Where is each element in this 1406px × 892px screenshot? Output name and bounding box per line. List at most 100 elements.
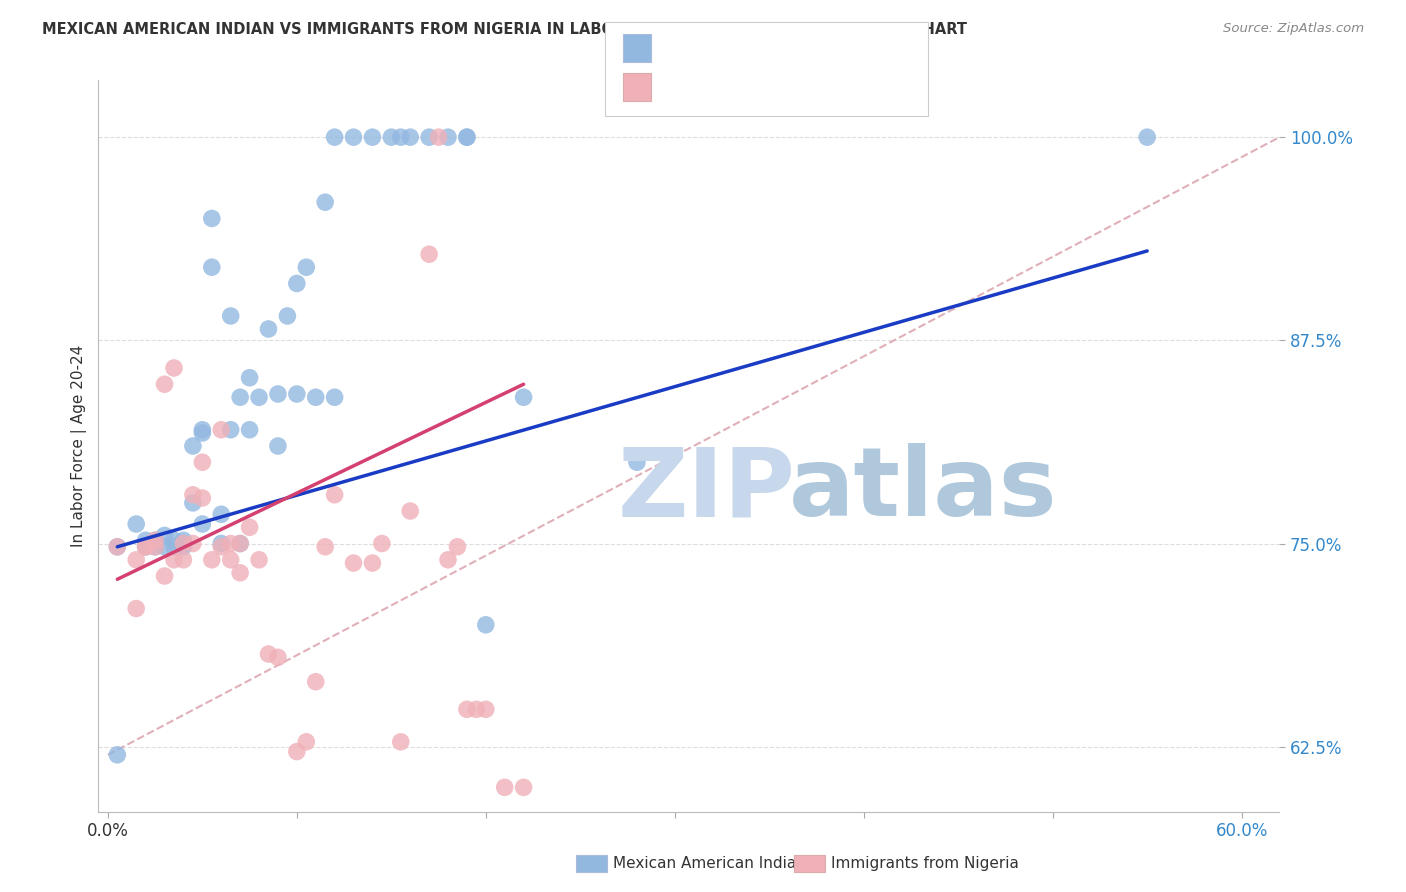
Point [209,536,232,550]
Point [135,540,157,554]
Point [172,536,194,550]
Point [105,540,128,554]
Point [135,540,157,554]
Point [172,553,194,567]
Point [314,195,336,210]
Point [437,553,460,567]
Point [418,247,440,261]
Point [512,390,534,404]
Point [257,322,280,336]
Point [389,735,412,749]
Point [239,520,262,534]
Point [446,540,468,554]
Point [181,439,204,453]
Point [219,309,242,323]
Point [626,455,648,469]
Point [163,553,186,567]
Point [201,553,224,567]
Point [437,130,460,145]
Point [285,387,308,401]
Point [456,702,478,716]
Point [191,455,214,469]
Point [181,496,204,510]
Point [153,540,176,554]
Point [191,491,214,505]
Point [494,780,516,795]
Point [105,540,128,554]
Point [163,533,186,548]
Point [418,130,440,145]
Point [143,533,166,548]
Point [172,536,194,550]
Point [465,702,488,716]
Point [229,566,252,580]
Point [512,780,534,795]
Point [305,390,328,404]
Point [380,130,402,145]
Point [361,556,384,570]
Point [314,540,336,554]
Point [323,130,346,145]
Text: R = 0.566   N = 54: R = 0.566 N = 54 [659,34,844,52]
Point [153,377,176,392]
Point [267,387,290,401]
Point [209,508,232,522]
Point [163,361,186,376]
Text: R =  0.172   N = 48: R = 0.172 N = 48 [659,70,851,87]
Point [143,540,166,554]
Text: Source: ZipAtlas.com: Source: ZipAtlas.com [1223,22,1364,36]
Point [456,130,478,145]
Point [172,533,194,548]
Point [181,536,204,550]
Point [239,423,262,437]
Point [389,130,412,145]
Point [125,516,148,531]
Point [191,425,214,440]
Point [201,211,224,226]
Point [163,540,186,554]
Point [285,277,308,291]
Point [229,536,252,550]
Point [219,553,242,567]
Point [135,533,157,548]
Point [143,540,166,554]
Point [295,735,318,749]
Point [361,130,384,145]
Point [247,390,270,404]
Point [143,533,166,548]
Point [456,130,478,145]
Point [427,130,450,145]
Point [105,747,128,762]
Point [475,702,498,716]
Point [475,617,498,632]
Text: ZIP: ZIP [619,443,796,536]
Point [201,260,224,275]
Point [257,647,280,661]
Point [323,488,346,502]
Point [209,540,232,554]
Text: atlas: atlas [789,443,1057,536]
Point [295,260,318,275]
Point [153,528,176,542]
Point [125,601,148,615]
Point [153,569,176,583]
Point [342,556,364,570]
Point [323,390,346,404]
Point [209,423,232,437]
Y-axis label: In Labor Force | Age 20-24: In Labor Force | Age 20-24 [72,345,87,547]
Point [371,536,394,550]
Point [219,536,242,550]
Point [105,878,128,892]
Point [399,504,422,518]
Point [342,130,364,145]
Text: Mexican American Indians: Mexican American Indians [613,856,814,871]
Point [135,540,157,554]
Point [219,423,242,437]
Point [191,516,214,531]
Point [191,423,214,437]
Text: MEXICAN AMERICAN INDIAN VS IMMIGRANTS FROM NIGERIA IN LABOR FORCE | AGE 20-24 CO: MEXICAN AMERICAN INDIAN VS IMMIGRANTS FR… [42,22,967,38]
Point [267,650,290,665]
Point [239,370,262,384]
Point [1136,130,1159,145]
Point [305,674,328,689]
